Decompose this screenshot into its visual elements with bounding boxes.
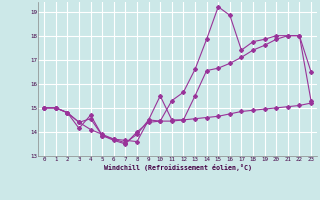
X-axis label: Windchill (Refroidissement éolien,°C): Windchill (Refroidissement éolien,°C) (104, 164, 252, 171)
